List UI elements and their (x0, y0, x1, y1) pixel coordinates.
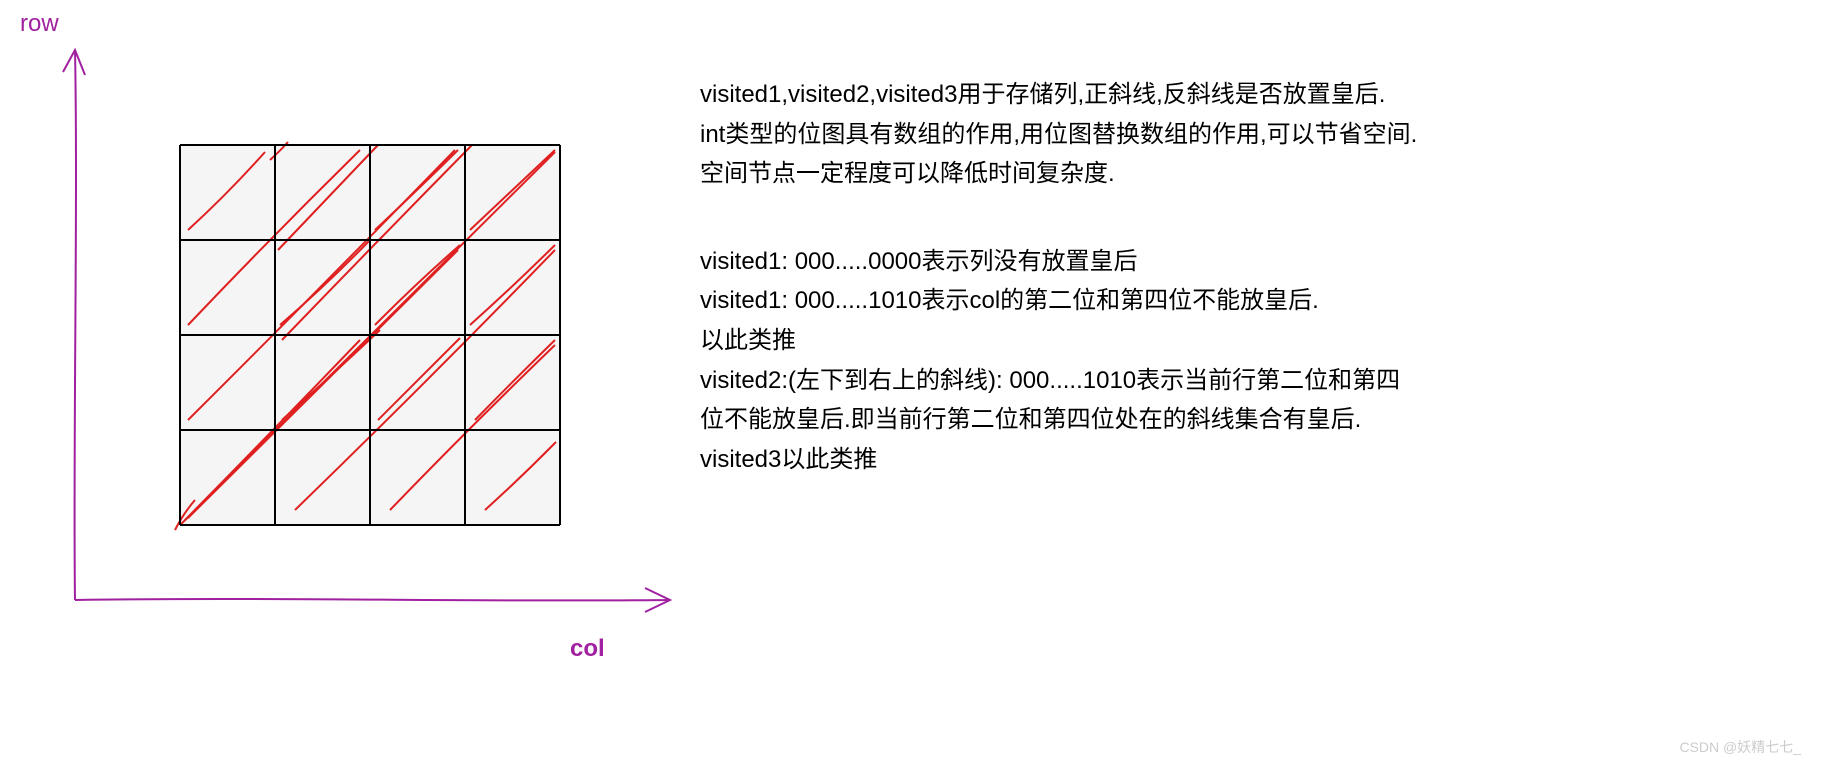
text-line-4: visited1: 000.....0000表示列没有放置皇后 (700, 242, 1420, 282)
diagram-svg (0, 0, 700, 700)
text-line-7: visited2:(左下到右上的斜线): 000.....1010表示当前行第二… (700, 361, 1420, 440)
diagram-area: row col (0, 0, 700, 700)
watermark: CSDN @妖精七七_ (1679, 737, 1801, 757)
text-line-8: visited3以此类推 (700, 440, 1420, 480)
text-block-details: visited1: 000.....0000表示列没有放置皇后 visited1… (700, 242, 1420, 480)
axis-label-col: col (570, 635, 605, 663)
explanation-text: visited1,visited2,visited3用于存储列,正斜线,反斜线是… (700, 75, 1420, 479)
text-line-6: 以此类推 (700, 321, 1420, 361)
text-line-3: 空间节点一定程度可以降低时间复杂度. (700, 154, 1420, 194)
text-block-intro: visited1,visited2,visited3用于存储列,正斜线,反斜线是… (700, 75, 1420, 194)
text-line-2: int类型的位图具有数组的作用,用位图替换数组的作用,可以节省空间. (700, 115, 1420, 155)
text-line-1: visited1,visited2,visited3用于存储列,正斜线,反斜线是… (700, 75, 1420, 115)
axis-label-row: row (20, 10, 59, 38)
text-line-5: visited1: 000.....1010表示col的第二位和第四位不能放皇后… (700, 281, 1420, 321)
